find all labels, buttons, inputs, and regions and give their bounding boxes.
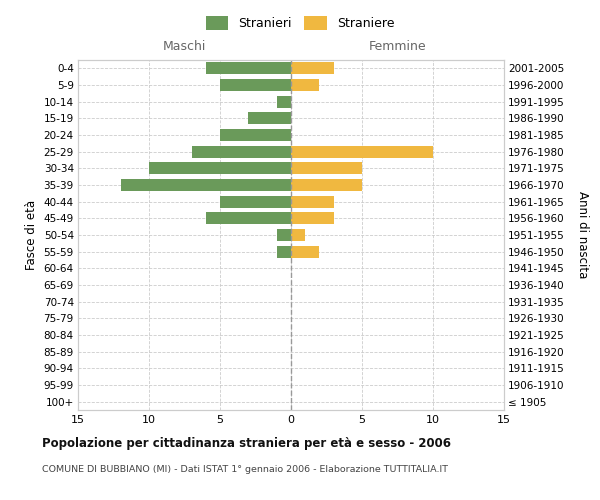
Text: COMUNE DI BUBBIANO (MI) - Dati ISTAT 1° gennaio 2006 - Elaborazione TUTTITALIA.I: COMUNE DI BUBBIANO (MI) - Dati ISTAT 1° … <box>42 466 448 474</box>
Bar <box>291 162 362 174</box>
Bar <box>191 146 291 158</box>
Text: Popolazione per cittadinanza straniera per età e sesso - 2006: Popolazione per cittadinanza straniera p… <box>42 438 451 450</box>
Bar <box>149 162 291 174</box>
Bar <box>277 229 291 241</box>
Text: Maschi: Maschi <box>163 40 206 53</box>
Bar <box>291 246 319 258</box>
Bar <box>220 196 291 207</box>
Bar <box>291 62 334 74</box>
Legend: Stranieri, Straniere: Stranieri, Straniere <box>201 11 399 35</box>
Bar <box>220 79 291 91</box>
Bar <box>291 179 362 191</box>
Y-axis label: Fasce di età: Fasce di età <box>25 200 38 270</box>
Bar <box>248 112 291 124</box>
Y-axis label: Anni di nascita: Anni di nascita <box>576 192 589 278</box>
Bar <box>121 179 291 191</box>
Bar <box>291 229 305 241</box>
Bar <box>291 212 334 224</box>
Bar <box>277 96 291 108</box>
Bar <box>220 129 291 141</box>
Text: Femmine: Femmine <box>368 40 427 53</box>
Bar <box>291 79 319 91</box>
Bar <box>291 196 334 207</box>
Bar <box>206 62 291 74</box>
Bar <box>277 246 291 258</box>
Bar <box>206 212 291 224</box>
Bar <box>291 146 433 158</box>
